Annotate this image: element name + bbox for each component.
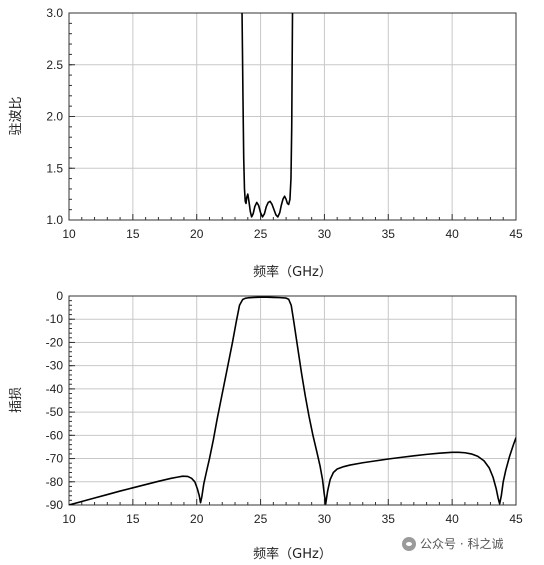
- watermark-text: 公众号 · 科之诚: [420, 537, 504, 551]
- y-tick-label: -80: [46, 475, 64, 489]
- x-tick-label: 45: [509, 512, 523, 526]
- y-axis-title: 插损: [9, 387, 24, 413]
- watermark: 公众号 · 科之诚: [402, 535, 503, 552]
- x-axis-title: 频率（GHz）: [253, 546, 332, 562]
- x-tick-label: 30: [318, 512, 332, 526]
- x-tick-label: 25: [254, 227, 268, 241]
- x-tick-label: 35: [382, 512, 396, 526]
- y-tick-label: -20: [46, 335, 64, 349]
- y-tick-label: -90: [46, 498, 64, 512]
- x-tick-label: 30: [318, 227, 332, 241]
- y-tick-label: -70: [46, 452, 64, 466]
- y-tick-label: 0: [56, 289, 63, 303]
- x-tick-label: 15: [126, 227, 140, 241]
- x-tick-label: 15: [126, 512, 140, 526]
- y-tick-label: -10: [46, 312, 64, 326]
- plot-frame: [68, 295, 517, 506]
- x-tick-label: 10: [62, 512, 76, 526]
- y-tick-label: -50: [46, 405, 64, 419]
- series-line-0: [241, 13, 294, 218]
- y-tick-label: 2.0: [46, 110, 63, 124]
- x-tick-label: 35: [382, 227, 396, 241]
- x-tick-label: 45: [509, 227, 523, 241]
- y-tick-label: 1.0: [46, 213, 63, 227]
- x-tick-label: 40: [445, 227, 459, 241]
- x-tick-label: 10: [62, 227, 76, 241]
- series-line-0: [69, 296, 516, 505]
- y-axis-title: 驻波比: [9, 96, 24, 135]
- x-tick-label: 20: [190, 227, 204, 241]
- y-tick-label: -40: [46, 382, 64, 396]
- x-axis-title: 频率（GHz）: [253, 264, 332, 280]
- x-tick-label: 25: [254, 512, 268, 526]
- y-tick-label: 1.5: [46, 161, 63, 175]
- wechat-icon: [402, 536, 416, 551]
- y-tick-label: -30: [46, 359, 64, 373]
- y-tick-label: -60: [46, 428, 64, 442]
- y-tick-label: 3.0: [46, 6, 63, 20]
- y-tick-label: 2.5: [46, 58, 63, 72]
- x-tick-label: 20: [190, 512, 204, 526]
- x-tick-label: 40: [445, 512, 459, 526]
